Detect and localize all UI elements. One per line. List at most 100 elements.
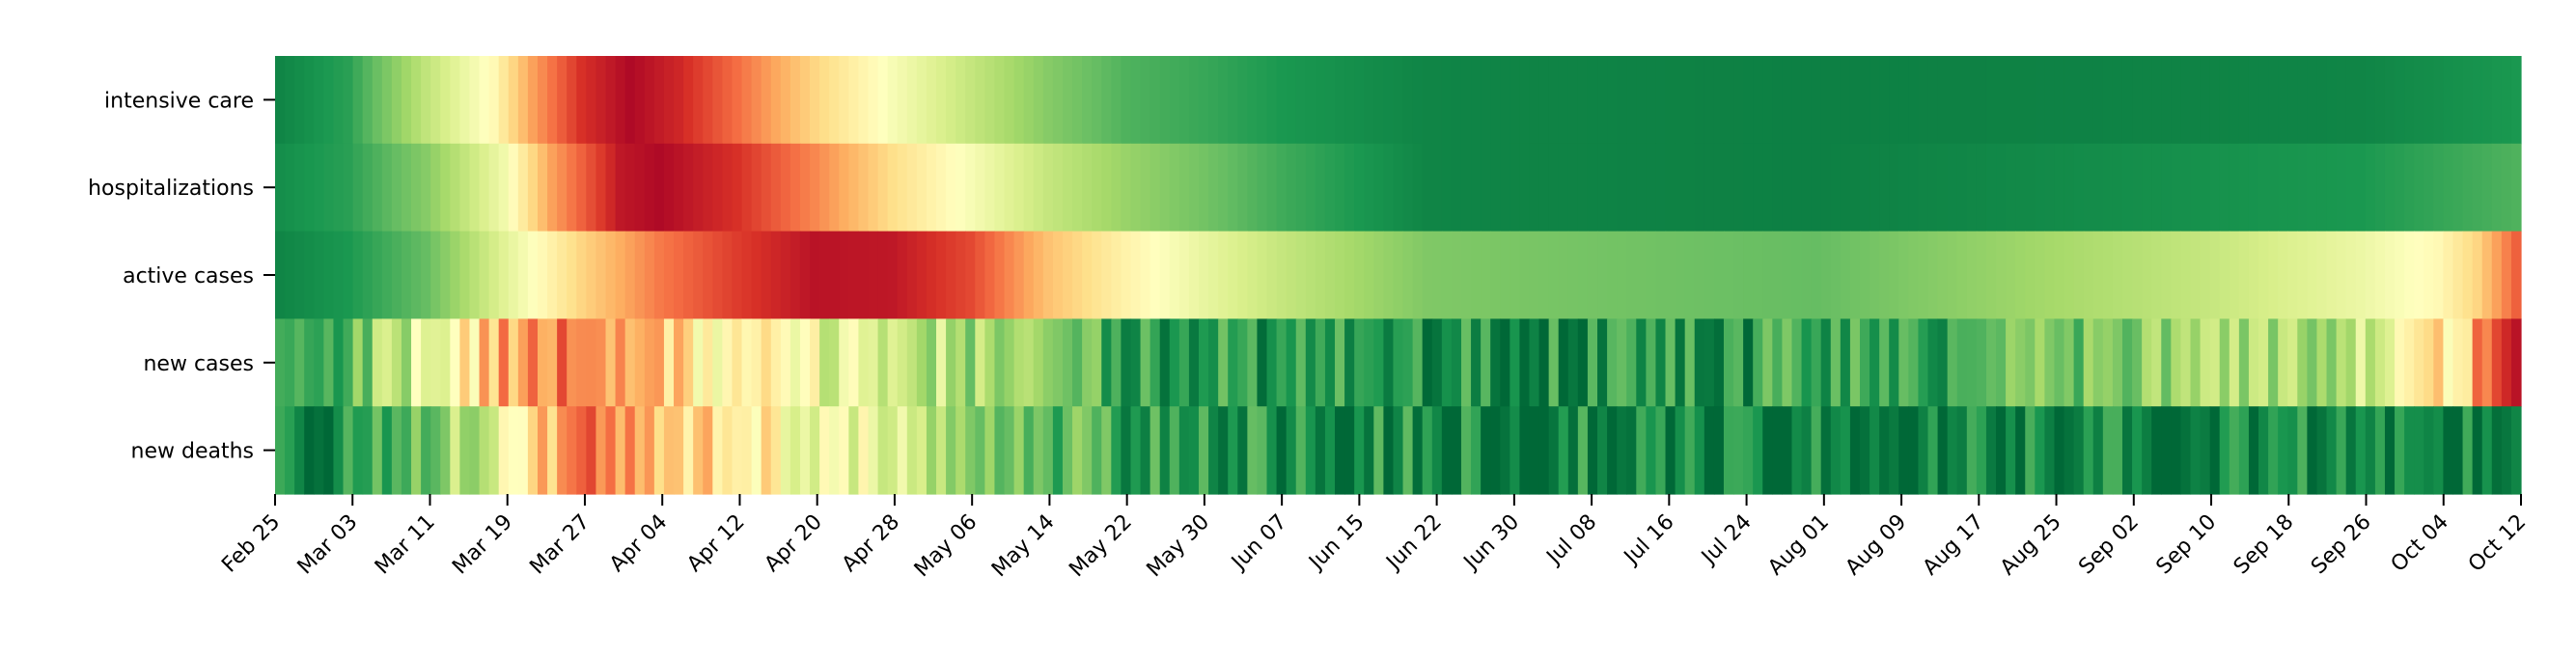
heatmap-cell xyxy=(1607,406,1618,495)
heatmap-cell xyxy=(956,406,966,495)
heatmap-cell xyxy=(1870,406,1880,495)
heatmap-cell xyxy=(2209,143,2221,233)
heatmap-cell xyxy=(732,406,743,495)
heatmap-cell xyxy=(576,318,587,407)
heatmap-cell xyxy=(1577,406,1589,495)
heatmap-cell xyxy=(285,231,295,319)
heatmap-cell xyxy=(352,143,364,233)
heatmap-cell xyxy=(975,56,985,145)
heatmap-cell xyxy=(2452,231,2464,319)
heatmap-cell xyxy=(1675,143,1686,233)
heatmap-cell xyxy=(868,406,879,495)
heatmap-cell xyxy=(877,143,889,233)
heatmap-cell xyxy=(2433,318,2445,407)
heatmap-cell xyxy=(440,406,451,495)
heatmap-cell xyxy=(1985,231,1997,319)
heatmap-cell xyxy=(1422,318,1433,407)
heatmap-cell xyxy=(1198,143,1209,233)
heatmap-cell xyxy=(975,231,985,319)
heatmap-cell xyxy=(304,143,315,233)
heatmap-cell xyxy=(1733,56,1744,145)
heatmap-cell xyxy=(2209,56,2221,145)
heatmap-cell xyxy=(1655,318,1667,407)
heatmap-cell xyxy=(653,143,665,233)
heatmap-cell xyxy=(2238,231,2250,319)
heatmap-cell xyxy=(1617,56,1627,145)
heatmap-cell xyxy=(1208,143,1219,233)
heatmap-cell xyxy=(1441,406,1453,495)
heatmap-cell xyxy=(1675,56,1686,145)
y-axis: intensive care hospitalizations active cas… xyxy=(88,89,275,464)
heatmap-cell xyxy=(567,56,577,145)
heatmap-cell xyxy=(381,143,393,233)
heatmap-cell xyxy=(1315,56,1326,145)
heatmap-cell xyxy=(469,318,481,407)
heatmap-cell xyxy=(2355,56,2367,145)
heatmap-cell xyxy=(1743,56,1754,145)
heatmap-cell xyxy=(1703,231,1715,319)
heatmap-cell xyxy=(411,56,422,145)
heatmap-cell xyxy=(2462,318,2474,407)
heatmap-cell xyxy=(1510,231,1521,319)
heatmap-cell xyxy=(1548,318,1560,407)
heatmap-cell xyxy=(1101,406,1112,495)
x-tick-label: Aug 25 xyxy=(1996,510,2066,581)
heatmap-cell xyxy=(2268,231,2279,319)
heatmap-cell xyxy=(810,56,820,145)
heatmap-cell xyxy=(1675,231,1686,319)
heatmap-cell xyxy=(1597,406,1608,495)
heatmap-cell xyxy=(1178,318,1190,407)
heatmap-cell xyxy=(1441,143,1453,233)
heatmap-cell xyxy=(2433,231,2445,319)
heatmap-cell xyxy=(1646,406,1657,495)
heatmap-cell xyxy=(1354,231,1365,319)
heatmap-cell xyxy=(1937,56,1949,145)
heatmap-cell xyxy=(1703,143,1715,233)
heatmap-cell xyxy=(1500,143,1510,233)
heatmap-cell xyxy=(1733,318,1744,407)
heatmap-cell xyxy=(1947,56,1958,145)
heatmap-cell xyxy=(799,406,811,495)
heatmap-cell xyxy=(576,143,587,233)
heatmap-cell xyxy=(858,231,870,319)
heatmap-cell xyxy=(906,406,918,495)
x-tick-label: Sep 18 xyxy=(2230,510,2299,580)
heatmap-cell xyxy=(1082,318,1093,407)
heatmap-cell xyxy=(1538,143,1550,233)
heatmap-cell xyxy=(1947,143,1958,233)
heatmap-cell xyxy=(994,318,1006,407)
heatmap-cell xyxy=(2307,406,2318,495)
heatmap-cell xyxy=(1111,318,1122,407)
heatmap-cell xyxy=(663,231,675,319)
heatmap-cell xyxy=(2180,406,2192,495)
heatmap-cell xyxy=(411,143,422,233)
heatmap-cell xyxy=(469,406,481,495)
heatmap-cell xyxy=(391,231,402,319)
heatmap-cell xyxy=(2190,231,2202,319)
heatmap-cell xyxy=(498,143,510,233)
heatmap-cell xyxy=(1966,231,1978,319)
heatmap-cell xyxy=(1500,56,1510,145)
heatmap-cell xyxy=(2345,318,2357,407)
heatmap-cell xyxy=(1364,231,1374,319)
heatmap-cell xyxy=(2248,318,2259,407)
heatmap-cell xyxy=(2287,406,2298,495)
heatmap-cell xyxy=(1354,406,1365,495)
heatmap-cell xyxy=(2151,406,2162,495)
heatmap-cell xyxy=(1072,143,1083,233)
heatmap-cell xyxy=(1626,231,1637,319)
heatmap-cell xyxy=(829,406,840,495)
heatmap-cell xyxy=(1830,56,1842,145)
heatmap-cell xyxy=(2064,56,2075,145)
heatmap-cell xyxy=(1441,318,1453,407)
heatmap-cell xyxy=(275,56,286,145)
heatmap-cell xyxy=(1228,56,1238,145)
heatmap-cell xyxy=(1023,406,1035,495)
heatmap-cell xyxy=(916,56,928,145)
heatmap-cell xyxy=(411,231,422,319)
heatmap-cell xyxy=(663,406,675,495)
heatmap-cell xyxy=(1567,56,1579,145)
heatmap-cell xyxy=(294,143,305,233)
heatmap-cell xyxy=(2404,406,2415,495)
heatmap-cell xyxy=(1412,56,1424,145)
